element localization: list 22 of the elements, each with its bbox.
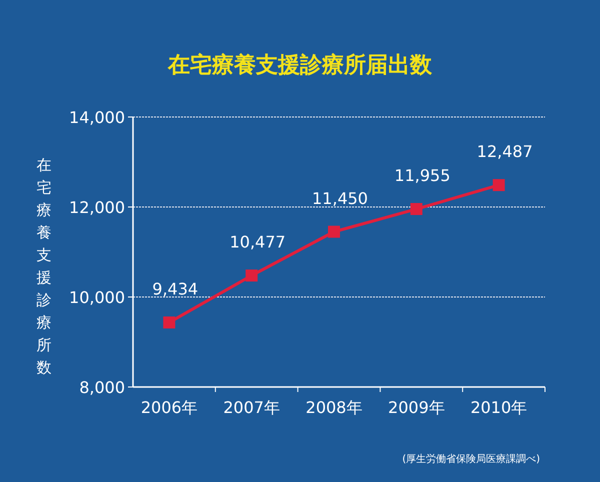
text: 11,450 bbox=[312, 188, 368, 208]
y-tick-label: 10,000 bbox=[69, 288, 125, 307]
point bbox=[492, 179, 505, 192]
text: 10,477 bbox=[230, 232, 286, 252]
point bbox=[163, 316, 176, 328]
text: 12,487 bbox=[476, 142, 533, 162]
point bbox=[328, 226, 340, 238]
x-tick-label: 2006年 bbox=[140, 398, 198, 417]
x-tick-label: 2010年 bbox=[470, 398, 528, 417]
point bbox=[410, 203, 422, 216]
x-tick-label: 2008年 bbox=[306, 398, 362, 417]
y-tick-label: 14,000 bbox=[69, 108, 125, 127]
x-tick-label: 2007年 bbox=[223, 398, 280, 417]
y-tick-label: 8,000 bbox=[79, 378, 125, 397]
text: 11,955 bbox=[394, 166, 450, 186]
text: 9,434 bbox=[152, 279, 198, 298]
point bbox=[246, 270, 258, 282]
chart-title: 在宅療養支援診療所届出数 bbox=[167, 52, 433, 78]
text: 在宅療養支援診療所数 bbox=[36, 156, 52, 376]
x-tick-label: 2009年 bbox=[388, 398, 445, 417]
text: (厚生労働省保険局医療課調べ) bbox=[402, 453, 540, 465]
y-tick-label: 12,000 bbox=[69, 198, 125, 217]
